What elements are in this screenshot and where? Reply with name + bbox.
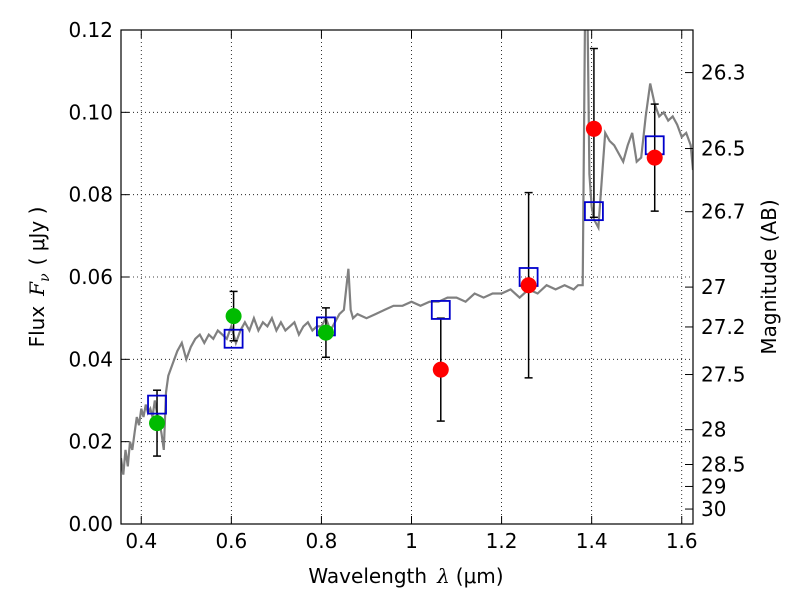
ground-points	[149, 308, 334, 432]
model-point	[223, 328, 244, 349]
grid-lines	[121, 29, 693, 525]
model-point	[584, 201, 604, 222]
y2-tick-label: 26.7	[701, 200, 746, 224]
y2-tick-label: 26.3	[701, 61, 746, 85]
y2-axis-label: Magnitude (AB)	[757, 199, 781, 354]
y-tick-label: 0.00	[68, 512, 113, 536]
y-tick-label: 0.06	[68, 265, 113, 289]
x-axis-ticks: 0.4 0.6 0.8 1 1.2 1.4 1.6	[125, 30, 698, 553]
x-tick-label: 1	[405, 529, 418, 553]
spectrum-line	[121, 30, 693, 475]
x-tick-label: 1.6	[666, 529, 698, 553]
x-tick-label: 1.2	[486, 529, 518, 553]
y-tick-label: 0.10	[68, 100, 113, 124]
ground-point	[225, 308, 242, 325]
x-axis-label: Wavelength λ (μm)	[308, 564, 503, 588]
x-axis-label-symbol: λ	[436, 564, 450, 588]
ground-point	[149, 415, 166, 432]
y-tick-label: 0.04	[68, 347, 113, 371]
x-tick-label: 0.4	[125, 529, 157, 553]
y2-tick-label: 29	[701, 474, 726, 498]
y2-tick-label: 27	[701, 275, 726, 299]
y-axis-ticks: 0.00 0.02 0.04 0.06 0.08 0.10 0.12	[68, 18, 129, 536]
y-axis-label: Flux Fν ( μJy )	[25, 207, 53, 348]
x-axis-label-text: Wavelength	[308, 564, 427, 588]
y-tick-label: 0.12	[68, 18, 113, 42]
y2-tick-label: 27.5	[701, 363, 746, 387]
model-point	[430, 300, 451, 320]
y-axis-label-unit: ( μJy )	[25, 207, 49, 266]
plot-frame	[120, 29, 694, 525]
y2-tick-label: 30	[701, 497, 726, 521]
y2-tick-label: 28	[701, 418, 726, 442]
y-axis-label-subscript: ν	[37, 273, 53, 282]
y-tick-label: 0.02	[68, 430, 113, 454]
ground-point	[317, 324, 334, 341]
y-axis-label-symbol: F	[25, 281, 49, 297]
y2-tick-label: 28.5	[701, 452, 746, 476]
y2-tick-label: 27.2	[701, 315, 746, 339]
hst-point	[520, 277, 537, 294]
y-tick-label: 0.08	[68, 183, 113, 207]
hst-point	[432, 361, 449, 378]
hst-point	[646, 149, 663, 166]
model-points	[147, 135, 665, 415]
plot-area	[121, 30, 693, 475]
y2-tick-label: 26.5	[701, 137, 746, 161]
model-point	[147, 394, 167, 415]
hst-points	[432, 120, 663, 378]
x-axis-label-unit: (μm)	[456, 564, 504, 588]
y-axis-label-text: Flux	[25, 306, 49, 348]
hst-point	[585, 120, 602, 137]
x-tick-label: 1.4	[576, 529, 608, 553]
x-tick-label: 0.6	[215, 529, 247, 553]
x-tick-label: 0.8	[306, 529, 338, 553]
